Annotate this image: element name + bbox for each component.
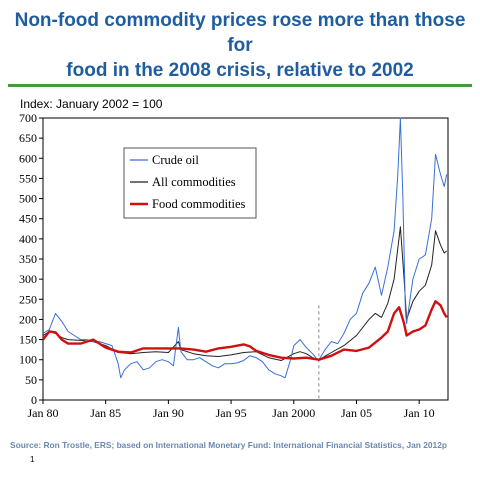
chart-title: Non-food commodity prices rose more than… — [0, 8, 480, 83]
page-number: 1 — [30, 455, 35, 464]
x-tick-label: Jan 2000 — [272, 406, 315, 420]
legend-label: Food commodities — [152, 197, 246, 211]
index-label: Index: January 2002 = 100 — [20, 97, 163, 111]
title-line-2: food in the 2008 crisis, relative to 200… — [66, 60, 414, 81]
y-tick-label: 150 — [19, 333, 37, 347]
source-note: Source: Ron Trostle, ERS; based on Inter… — [10, 440, 447, 450]
x-tick-label: Jan 95 — [216, 406, 247, 420]
title-line-1: Non-food commodity prices rose more than… — [14, 10, 466, 56]
y-tick-label: 400 — [19, 232, 37, 246]
series-line-crude-oil — [42, 117, 448, 379]
y-tick-label: 0 — [31, 393, 37, 407]
y-tick-label: 700 — [19, 111, 37, 125]
series-line-all-commodities — [42, 226, 448, 361]
x-tick-label: Jan 90 — [153, 406, 184, 420]
x-tick-label: Jan 05 — [341, 406, 372, 420]
y-tick-label: 650 — [19, 131, 37, 145]
y-tick-label: 350 — [19, 252, 37, 266]
x-tick-label: Jan 85 — [90, 406, 121, 420]
x-tick-label: Jan 80 — [28, 406, 59, 420]
series-line-food-commodities — [42, 300, 448, 361]
y-tick-label: 100 — [19, 353, 37, 367]
legend-label: Crude oil — [152, 153, 199, 167]
y-tick-label: 300 — [19, 272, 37, 286]
y-tick-label: 600 — [19, 151, 37, 165]
title-divider — [8, 84, 472, 87]
y-tick-label: 50 — [25, 373, 37, 387]
y-tick-label: 200 — [19, 312, 37, 326]
y-tick-label: 250 — [19, 292, 37, 306]
legend-label: All commodities — [152, 175, 236, 189]
y-tick-label: 500 — [19, 192, 37, 206]
x-tick-label: Jan 10 — [404, 406, 435, 420]
y-tick-label: 550 — [19, 171, 37, 185]
y-tick-label: 450 — [19, 212, 37, 226]
